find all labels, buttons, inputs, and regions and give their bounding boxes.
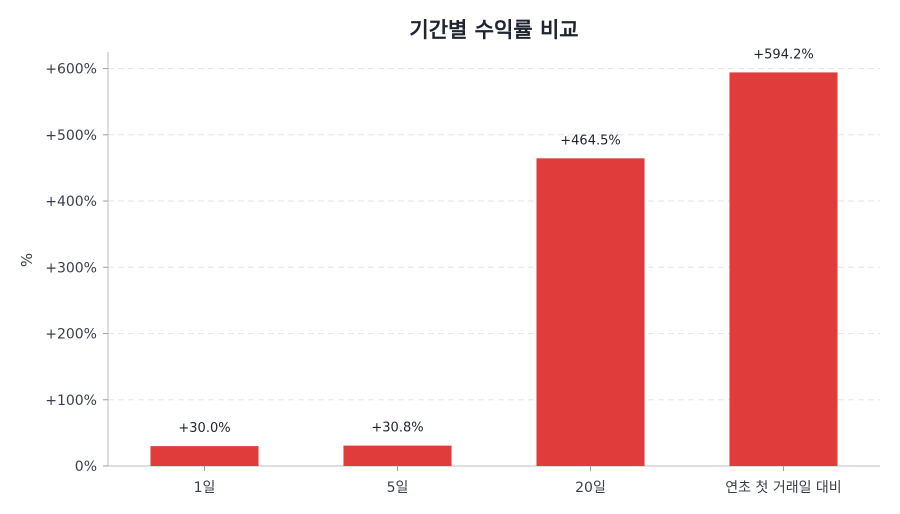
y-tick-label: +500% <box>45 128 97 144</box>
y-tick-label: 0% <box>75 459 97 475</box>
data-label: +30.8% <box>371 421 423 436</box>
x-tick-labels: 1일 5일 20일 연초 첫 거래일 대비 <box>194 466 842 496</box>
y-axis-label: % <box>18 253 36 267</box>
y-tick-label: +300% <box>45 260 97 276</box>
x-tick-label: 5일 <box>387 480 409 496</box>
bar <box>343 445 452 466</box>
bar <box>536 158 645 467</box>
data-labels: +30.0% +30.8% +464.5% +594.2% <box>178 47 813 436</box>
bars <box>150 72 838 467</box>
data-label: +30.0% <box>178 421 230 436</box>
x-tick-label: 20일 <box>575 480 606 496</box>
chart-title: 기간별 수익률 비교 <box>409 18 578 42</box>
y-tick-label: +100% <box>45 393 97 409</box>
y-tick-label: +200% <box>45 327 97 343</box>
y-tick-labels: 0% +100% +200% +300% +400% +500% +600% <box>45 62 108 475</box>
x-tick-label: 1일 <box>194 480 216 496</box>
x-tick-label: 연초 첫 거래일 대비 <box>725 480 841 496</box>
y-tick-label: +600% <box>45 62 97 78</box>
bar <box>729 72 838 466</box>
data-label: +594.2% <box>753 47 813 62</box>
bar <box>150 446 259 466</box>
data-label: +464.5% <box>560 133 620 148</box>
y-tick-label: +400% <box>45 194 97 210</box>
